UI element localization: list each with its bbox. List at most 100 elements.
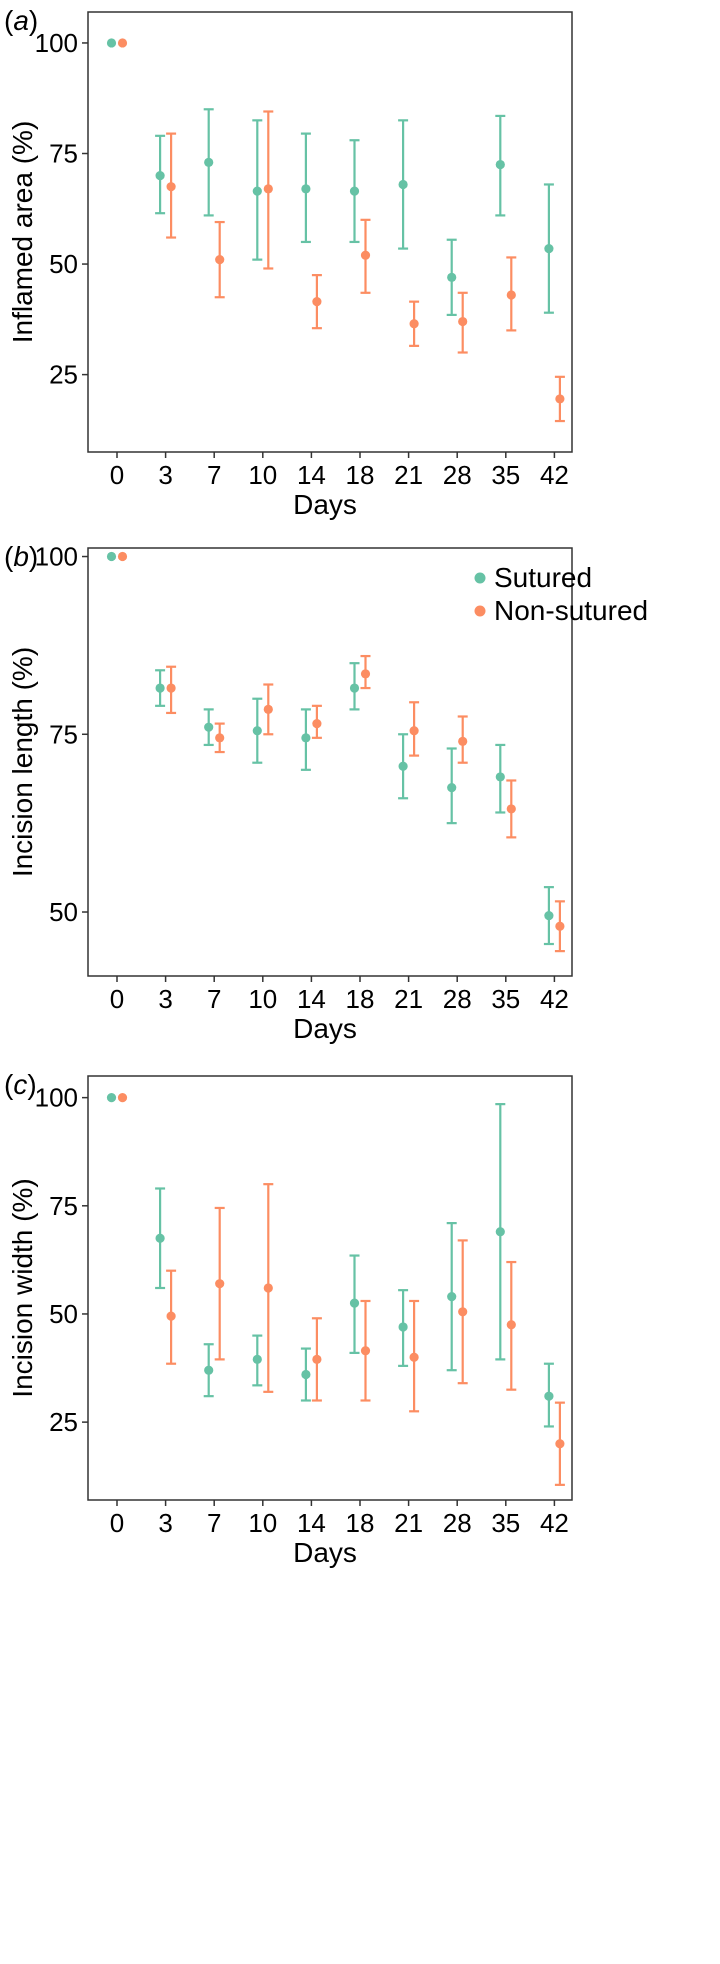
data-point [495, 772, 505, 782]
data-point [458, 736, 468, 746]
plot-frame [87, 1075, 573, 1501]
panel-label: (b) [4, 541, 38, 572]
x-tick-label: 28 [443, 1508, 472, 1538]
data-point [447, 1292, 457, 1302]
data-point [215, 255, 225, 265]
data-point [349, 683, 360, 693]
plot-frame [87, 547, 573, 977]
data-point [204, 722, 214, 732]
y-tick-label: 75 [49, 139, 78, 169]
data-point [204, 1365, 214, 1375]
data-point [166, 683, 176, 693]
data-point [544, 1391, 554, 1401]
data-point [495, 159, 505, 170]
data-point [117, 38, 128, 48]
x-axis-title: Days [293, 489, 357, 520]
data-point [409, 1352, 419, 1362]
data-point [155, 1233, 165, 1243]
data-point [204, 157, 214, 167]
data-point [447, 272, 457, 282]
x-tick-label: 0 [110, 1508, 124, 1538]
data-point [252, 186, 262, 196]
x-tick-label: 3 [158, 1508, 172, 1538]
data-point [506, 1320, 516, 1330]
y-tick-label: 25 [49, 1407, 78, 1437]
x-axis-title: Days [293, 1537, 357, 1568]
legend-marker-non-sutured [474, 605, 486, 617]
data-point [215, 733, 225, 743]
data-point [117, 551, 128, 562]
x-tick-label: 7 [207, 984, 221, 1014]
legend-label-non-sutured: Non-sutured [494, 595, 648, 626]
data-point [506, 290, 516, 300]
y-tick-label: 75 [49, 1191, 78, 1221]
data-point [106, 551, 117, 562]
data-point [252, 1354, 262, 1364]
data-point [458, 316, 468, 327]
x-tick-label: 7 [207, 460, 221, 490]
y-tick-label: 75 [49, 719, 78, 749]
data-point [360, 250, 371, 260]
y-axis-title: Incision length (%) [7, 647, 38, 877]
panel-label: (c) [4, 1069, 37, 1100]
data-point [166, 182, 176, 192]
y-tick-label: 50 [49, 249, 78, 279]
data-point [360, 1346, 371, 1356]
x-tick-label: 21 [394, 460, 423, 490]
data-point [458, 1307, 468, 1317]
legend-marker-sutured [474, 572, 486, 584]
x-tick-label: 14 [297, 460, 326, 490]
x-tick-label: 0 [110, 460, 124, 490]
x-tick-label: 14 [297, 1508, 326, 1538]
x-tick-label: 10 [248, 984, 277, 1014]
panel-b: (b) 50 75 100 0 3 7 10 14 18 21 28 35 42 Days Incision … [4, 541, 648, 1044]
data-point [555, 921, 565, 931]
data-point [555, 394, 565, 404]
x-tick-label: 3 [158, 460, 172, 490]
x-tick-label: 0 [110, 984, 124, 1014]
data-point [301, 733, 311, 743]
y-tick-label: 50 [49, 897, 78, 927]
x-tick-label: 35 [491, 984, 520, 1014]
x-tick-label: 7 [207, 1508, 221, 1538]
panel-a: (a) 25 50 75 100 0 3 7 10 14 18 21 28 35 42 Days Inflame… [4, 5, 573, 520]
data-point [252, 726, 262, 736]
x-tick-label: 14 [297, 984, 326, 1014]
legend-label-sutured: Sutured [494, 562, 592, 593]
x-tick-label: 18 [346, 1508, 375, 1538]
data-point [301, 184, 311, 194]
data-point [166, 1311, 176, 1321]
x-tick-label: 42 [540, 984, 569, 1014]
y-tick-label: 50 [49, 1299, 78, 1329]
y-tick-label: 100 [35, 542, 78, 572]
data-point [263, 1283, 273, 1293]
data-point [398, 179, 408, 190]
x-axis-title: Days [293, 1013, 357, 1044]
data-point [398, 761, 408, 771]
data-point [398, 1322, 408, 1332]
data-point [155, 683, 165, 693]
x-tick-label: 35 [491, 1508, 520, 1538]
plot-frame [87, 11, 573, 453]
x-tick-label: 3 [158, 984, 172, 1014]
x-tick-label: 42 [540, 1508, 569, 1538]
data-point [312, 719, 322, 729]
data-point [447, 782, 457, 793]
y-tick-label: 100 [35, 28, 78, 58]
data-point [409, 319, 419, 329]
data-point [555, 1439, 565, 1449]
data-point [312, 297, 322, 307]
y-axis-title: Inflamed area (%) [7, 121, 38, 344]
y-tick-label: 25 [49, 360, 78, 390]
data-point [263, 704, 273, 714]
y-axis-title: Incision width (%) [7, 1178, 38, 1397]
x-tick-label: 18 [346, 460, 375, 490]
data-point [106, 38, 117, 48]
data-point [495, 1227, 505, 1237]
x-tick-label: 35 [491, 460, 520, 490]
x-tick-label: 18 [346, 984, 375, 1014]
data-point [409, 726, 419, 736]
data-point [506, 804, 516, 814]
x-tick-label: 42 [540, 460, 569, 490]
data-point [544, 243, 554, 254]
